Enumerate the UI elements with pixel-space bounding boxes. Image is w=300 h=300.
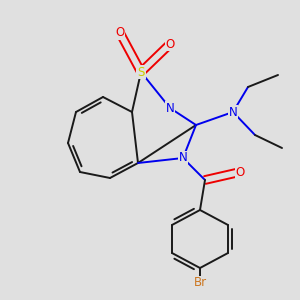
Text: S: S: [137, 65, 145, 79]
Text: O: O: [236, 166, 244, 178]
Text: N: N: [178, 152, 188, 164]
Text: N: N: [166, 101, 174, 115]
Text: Br: Br: [194, 277, 207, 290]
Text: O: O: [116, 26, 124, 40]
Text: O: O: [165, 38, 175, 50]
Text: N: N: [229, 106, 237, 118]
